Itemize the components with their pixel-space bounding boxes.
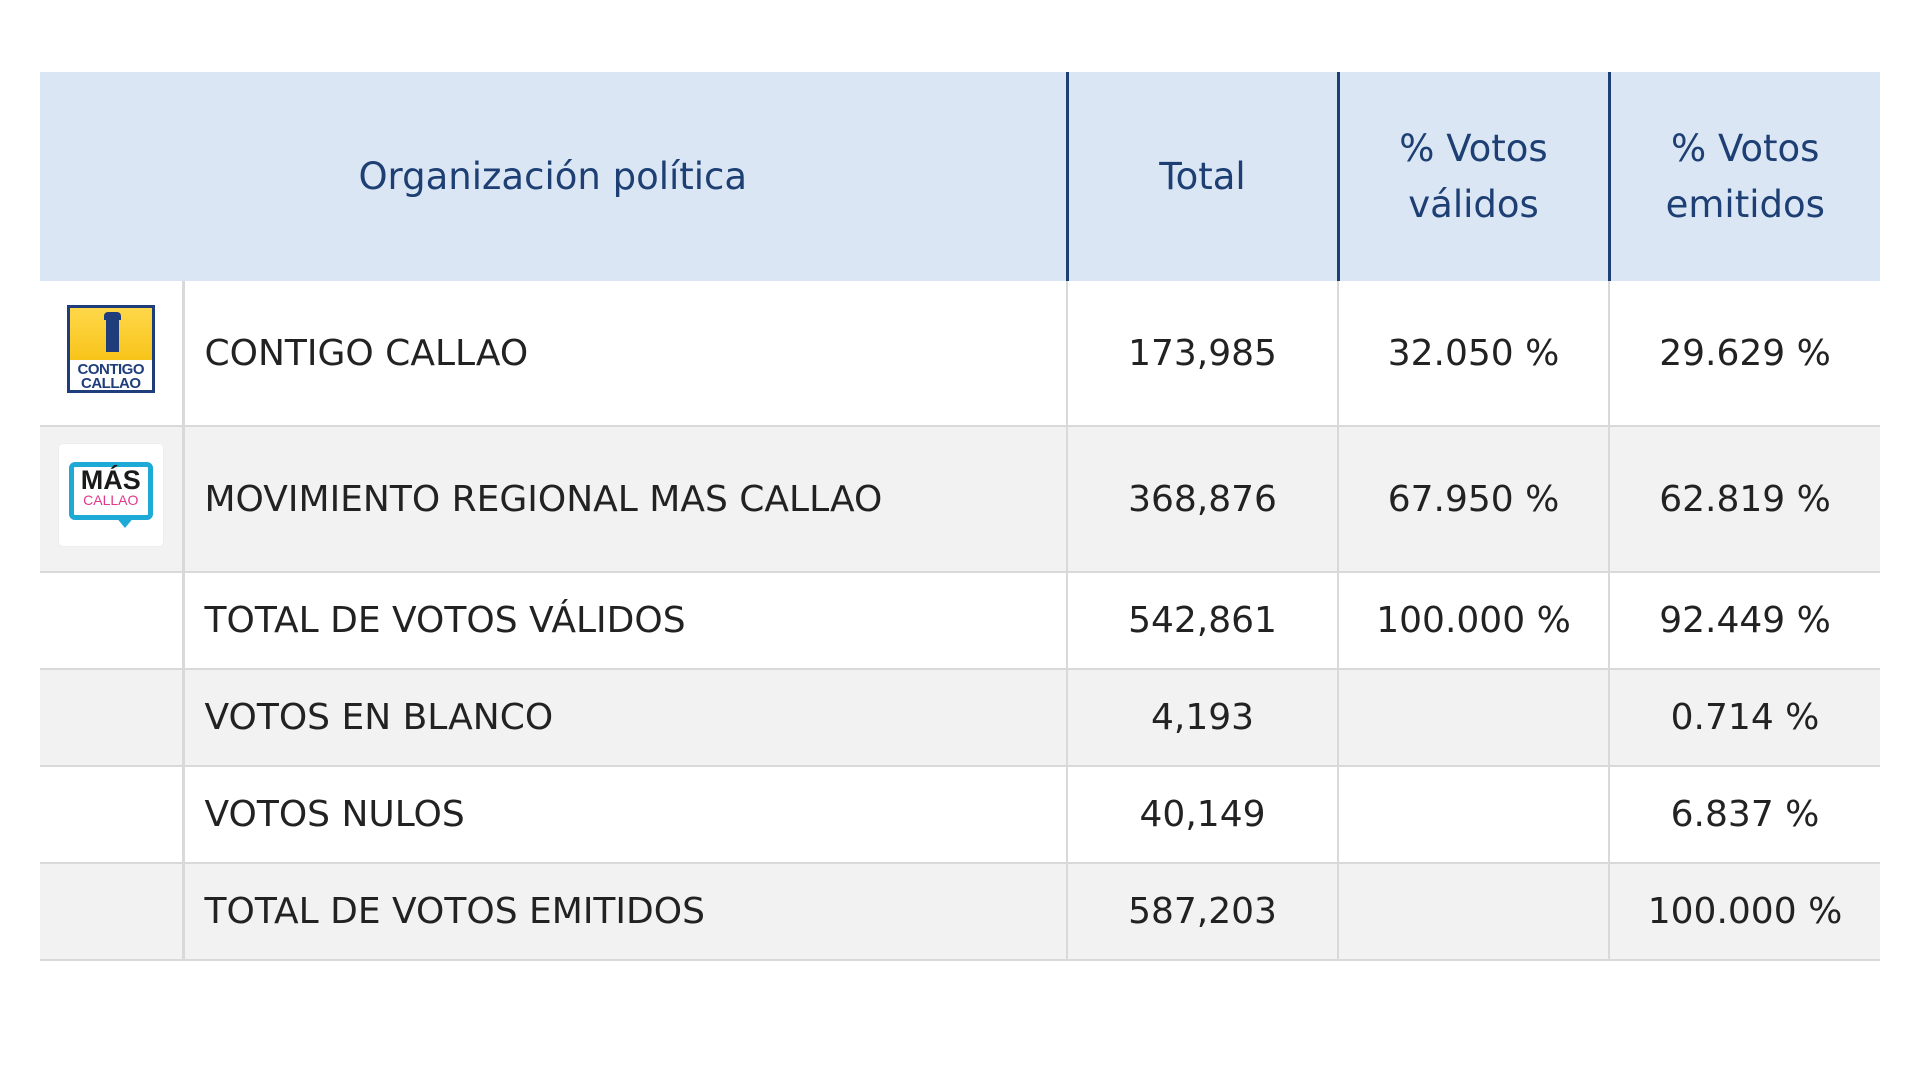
logo-cell-empty bbox=[40, 863, 185, 961]
emitted-votes-pct: 100.000 % bbox=[1608, 863, 1881, 961]
emitted-votes-pct: 92.449 % bbox=[1608, 572, 1881, 670]
table-body: CONTIGO CALLAO CONTIGO CALLAO 173,985 32… bbox=[40, 281, 1881, 961]
total-votes: 4,193 bbox=[1066, 669, 1339, 767]
table-row: TOTAL DE VOTOS EMITIDOS 587,203 100.000 … bbox=[40, 863, 1881, 961]
logo-text-line1: CONTIGO bbox=[77, 360, 145, 378]
header-organization: Organización política bbox=[40, 72, 1068, 281]
speech-bubble-tail bbox=[114, 515, 135, 528]
header-emit-pct-line2: emitidos bbox=[1665, 182, 1825, 226]
logo-text-line2: CALLAO bbox=[83, 491, 139, 508]
header-valid-pct-line2: válidos bbox=[1408, 182, 1539, 226]
row-label: VOTOS NULOS bbox=[183, 766, 1068, 864]
valid-votes-pct: 32.050 % bbox=[1337, 281, 1610, 427]
row-label: TOTAL DE VOTOS VÁLIDOS bbox=[183, 572, 1068, 670]
total-votes: 368,876 bbox=[1066, 426, 1339, 573]
valid-votes-pct: 67.950 % bbox=[1337, 426, 1610, 573]
lighthouse-icon bbox=[105, 317, 119, 352]
logo-cell: MÁS CALLAO bbox=[40, 426, 185, 573]
valid-votes-pct bbox=[1337, 669, 1610, 767]
header-valid-pct: % Votos válidos bbox=[1336, 72, 1610, 281]
party-name: MOVIMIENTO REGIONAL MAS CALLAO bbox=[183, 426, 1068, 573]
table-row: MÁS CALLAO MOVIMIENTO REGIONAL MAS CALLA… bbox=[40, 426, 1881, 573]
total-votes: 173,985 bbox=[1066, 281, 1339, 427]
logo-cell: CONTIGO CALLAO bbox=[40, 281, 185, 427]
contigo-callao-logo: CONTIGO CALLAO bbox=[66, 304, 155, 393]
emitted-votes-pct: 62.819 % bbox=[1608, 426, 1881, 573]
emitted-votes-pct: 29.629 % bbox=[1608, 281, 1881, 427]
table-row: CONTIGO CALLAO CONTIGO CALLAO 173,985 32… bbox=[40, 281, 1881, 427]
header-total: Total bbox=[1065, 72, 1339, 281]
header-emit-pct: % Votos emitidos bbox=[1607, 72, 1881, 281]
logo-cell-empty bbox=[40, 572, 185, 670]
total-votes: 542,861 bbox=[1066, 572, 1339, 670]
header-row: Organización política Total % Votos váli… bbox=[40, 72, 1881, 281]
mas-callao-logo: MÁS CALLAO bbox=[58, 443, 163, 546]
logo-text-line1: MÁS bbox=[80, 464, 141, 495]
header-valid-pct-line1: % Votos bbox=[1399, 126, 1548, 170]
table-row: VOTOS EN BLANCO 4,193 0.714 % bbox=[40, 669, 1881, 767]
row-label: VOTOS EN BLANCO bbox=[183, 669, 1068, 767]
emitted-votes-pct: 6.837 % bbox=[1608, 766, 1881, 864]
lighthouse-top-shape bbox=[103, 311, 121, 320]
results-table-container: Organización política Total % Votos váli… bbox=[40, 72, 1881, 961]
party-name: CONTIGO CALLAO bbox=[183, 281, 1068, 427]
valid-votes-pct bbox=[1337, 766, 1610, 864]
header-emit-pct-line1: % Votos bbox=[1671, 126, 1820, 170]
total-votes: 587,203 bbox=[1066, 863, 1339, 961]
speech-bubble-icon bbox=[68, 461, 153, 520]
table-header: Organización política Total % Votos váli… bbox=[40, 72, 1881, 281]
logo-text-line2: CALLAO bbox=[81, 374, 141, 392]
emitted-votes-pct: 0.714 % bbox=[1608, 669, 1881, 767]
table-row: TOTAL DE VOTOS VÁLIDOS 542,861 100.000 %… bbox=[40, 572, 1881, 670]
logo-cell-empty bbox=[40, 669, 185, 767]
table-row: VOTOS NULOS 40,149 6.837 % bbox=[40, 766, 1881, 864]
row-label: TOTAL DE VOTOS EMITIDOS bbox=[183, 863, 1068, 961]
results-table: Organización política Total % Votos váli… bbox=[40, 72, 1881, 961]
valid-votes-pct bbox=[1337, 863, 1610, 961]
valid-votes-pct: 100.000 % bbox=[1337, 572, 1610, 670]
total-votes: 40,149 bbox=[1066, 766, 1339, 864]
logo-cell-empty bbox=[40, 766, 185, 864]
